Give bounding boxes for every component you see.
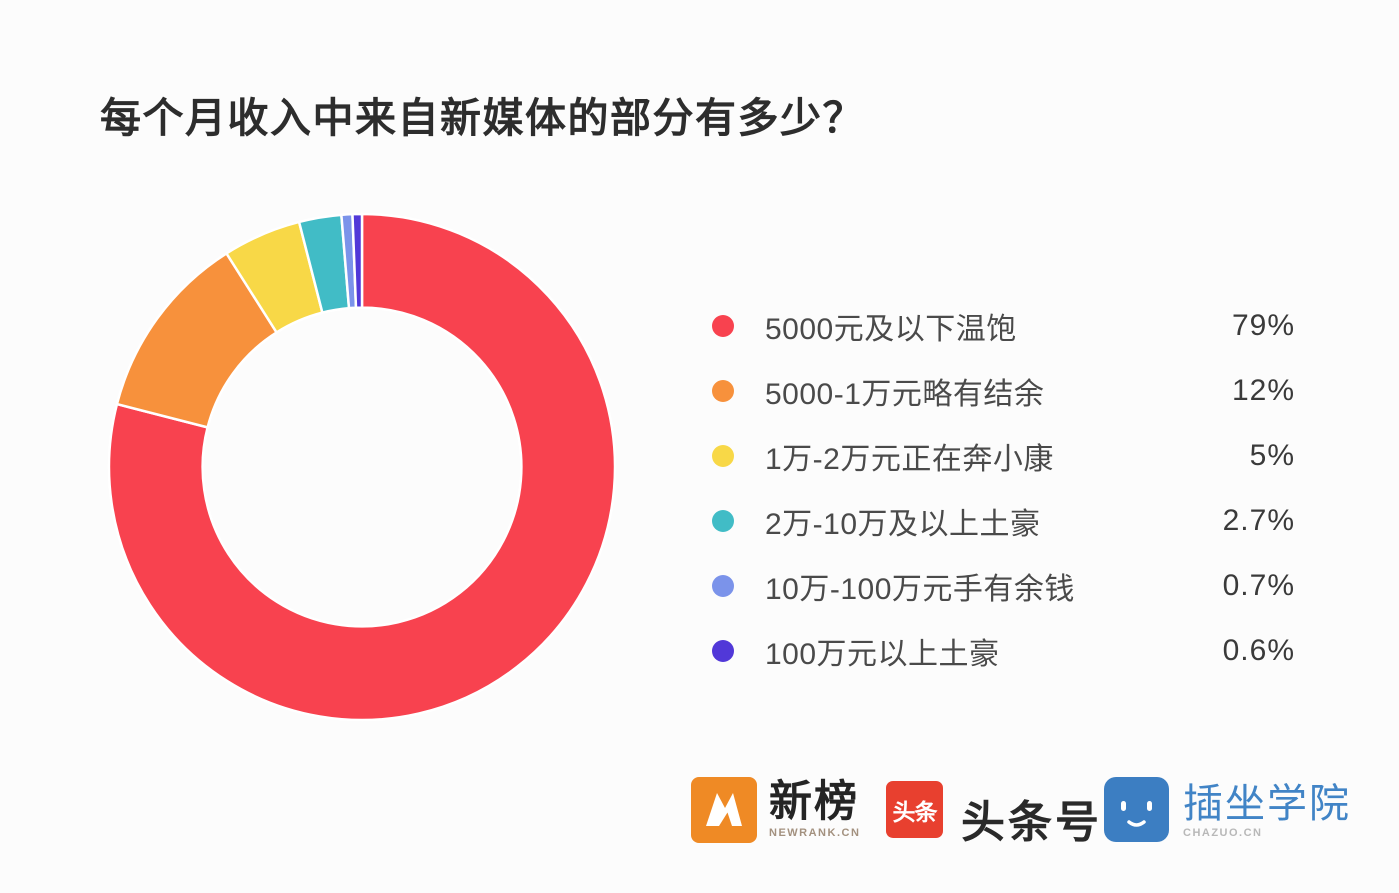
legend-swatch-icon <box>712 509 734 532</box>
legend-swatch-icon <box>712 444 734 467</box>
legend-label: 5000元及以下温饱 <box>765 312 1017 346</box>
newrank-tagline: NEWRANK.CN <box>769 827 861 839</box>
chazuo-logo: 插坐学院 CHAZUO.CN <box>1104 777 1351 847</box>
donut-slice-0 <box>107 212 617 722</box>
chazuo-tagline: CHAZUO.CN <box>1183 827 1263 839</box>
legend-value: 0.7% <box>1222 568 1295 602</box>
legend-value: 5% <box>1249 438 1295 472</box>
legend-value: 2.7% <box>1222 503 1295 537</box>
newrank-logo: 新榜 NEWRANK.CN <box>691 777 860 848</box>
toutiao-logo: 头条 头条号 <box>886 781 1102 850</box>
legend-item: 5000-1万元略有结余 12% <box>705 358 1295 423</box>
legend-swatch-icon <box>712 379 734 402</box>
legend-item: 10万-100万元手有余钱 0.7% <box>705 553 1295 618</box>
legend-item: 100万元以上土豪 0.6% <box>705 618 1295 683</box>
donut-chart-svg <box>107 212 617 722</box>
legend-label: 5000-1万元略有结余 <box>765 377 1045 411</box>
legend-swatch-icon <box>712 574 734 597</box>
legend-value: 12% <box>1231 373 1295 407</box>
legend-label: 100万元以上土豪 <box>765 637 1000 671</box>
legend-item: 1万-2万元正在奔小康 5% <box>705 423 1295 488</box>
legend-value: 79% <box>1231 308 1295 342</box>
chazuo-wordmark: 插坐学院 <box>1183 782 1351 826</box>
legend-label: 1万-2万元正在奔小康 <box>765 442 1054 476</box>
toutiao-square-icon: 头条 <box>886 781 943 838</box>
chart-legend: 5000元及以下温饱 79% 5000-1万元略有结余 12% 1万-2万元正在… <box>705 293 1295 683</box>
chazuo-robot-face-icon <box>1104 777 1169 847</box>
legend-label: 10万-100万元手有余钱 <box>765 572 1075 606</box>
legend-item: 2万-10万及以上土豪 2.7% <box>705 488 1295 553</box>
donut-slice-5 <box>351 212 364 309</box>
legend-swatch-icon <box>712 639 734 662</box>
toutiao-wordmark: 头条号 <box>961 798 1102 847</box>
legend-swatch-icon <box>712 314 734 337</box>
newrank-n-bolt-icon <box>691 777 757 848</box>
chart-title: 每个月收入中来自新媒体的部分有多少？ <box>100 95 865 141</box>
legend-value: 0.6% <box>1222 633 1295 667</box>
newrank-wordmark: 新榜 <box>769 778 859 826</box>
legend-label: 2万-10万及以上土豪 <box>765 507 1041 541</box>
legend-item: 5000元及以下温饱 79% <box>705 293 1295 358</box>
donut-chart <box>106 211 618 723</box>
